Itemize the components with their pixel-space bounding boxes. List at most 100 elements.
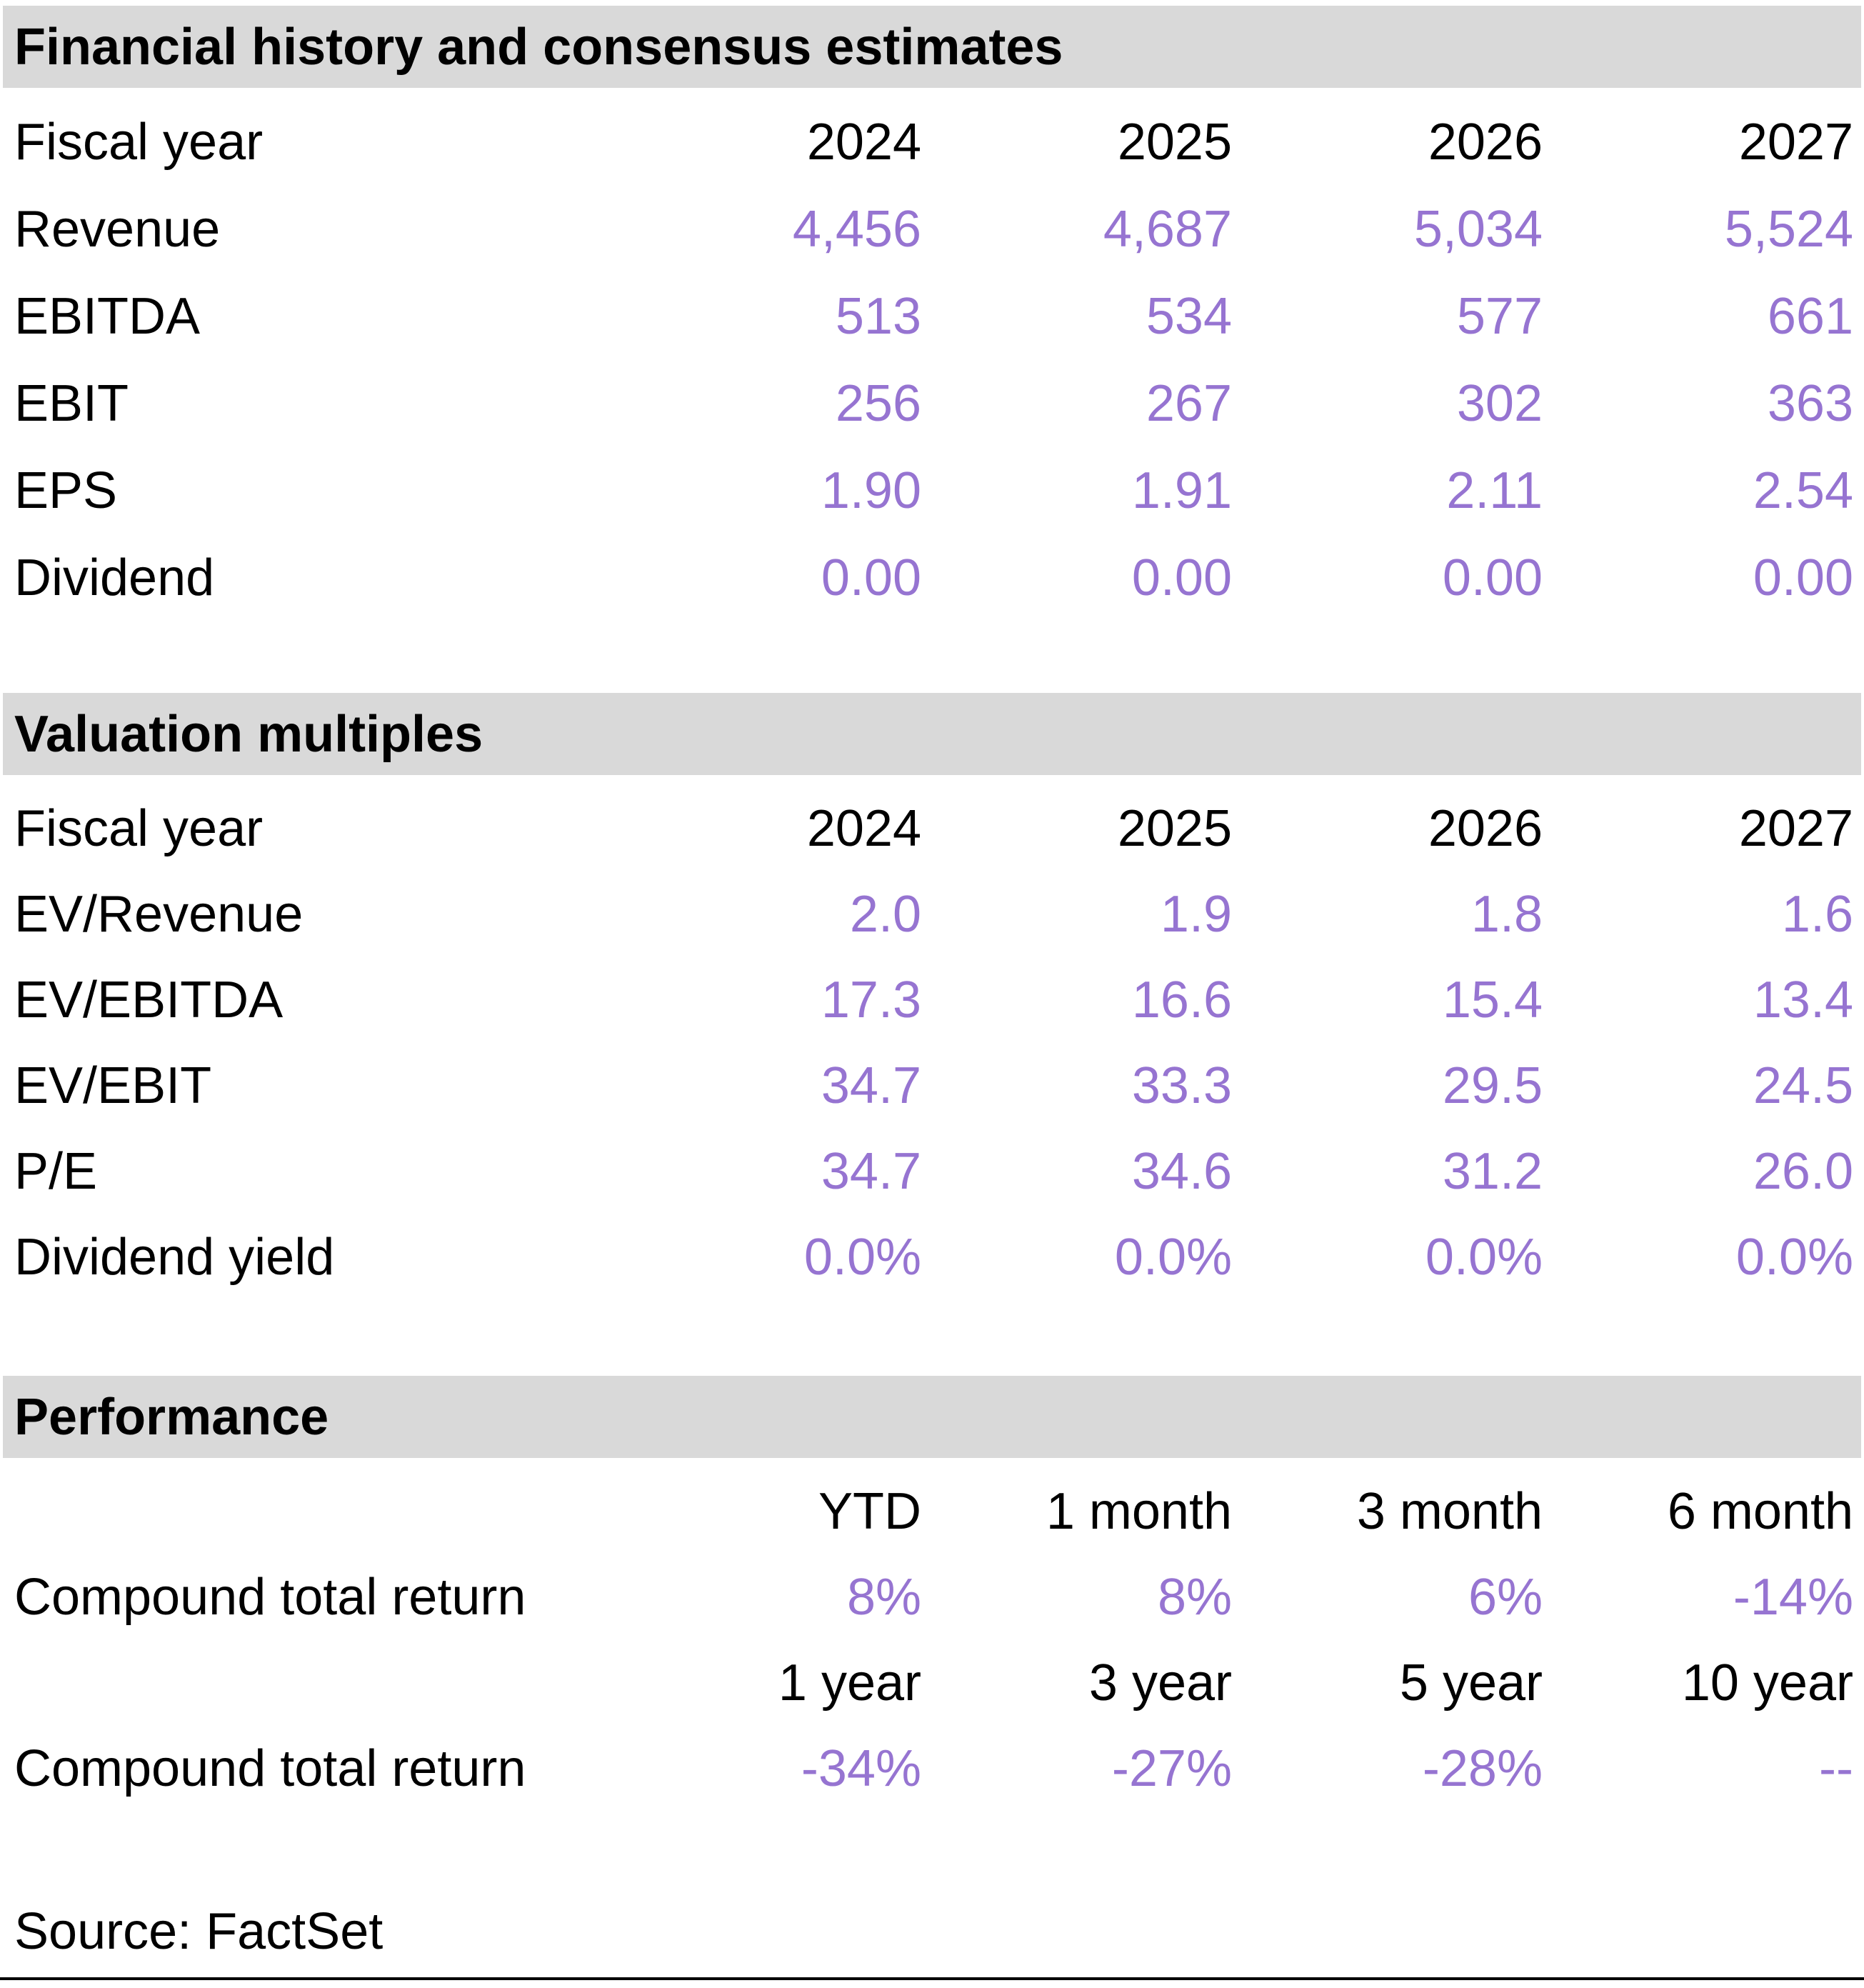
value-cell: 0.0% [1735,1229,1853,1286]
section-title: Performance [14,1388,329,1446]
row-label: EV/Revenue [14,886,304,943]
value-cell: 1.91 [1131,462,1232,519]
value-cell: 26.0 [1753,1143,1853,1200]
row-label: Compound total return [14,1569,526,1626]
column-header: 1 year [778,1654,921,1712]
value-cell: -34% [801,1740,921,1797]
row-label: Fiscal year [14,800,264,857]
row-label: EBIT [14,375,129,432]
column-header: 2026 [1428,114,1543,171]
value-cell: -27% [1111,1740,1232,1797]
value-cell: 2.0 [849,886,921,943]
table-row: EPS 1.90 1.91 2.11 2.54 [14,447,1853,534]
table-row: Compound total return -34% -27% -28% -- [14,1726,1853,1812]
value-cell: 5,524 [1724,201,1853,258]
value-cell: 0.00 [1442,549,1543,606]
bottom-rule [0,1977,1864,1980]
column-header: 1 month [1046,1483,1232,1540]
value-cell: 0.00 [821,549,921,606]
value-cell: 17.3 [821,971,921,1029]
row-label: EBITDA [14,288,201,345]
column-header: 6 month [1667,1483,1853,1540]
value-cell: 363 [1767,375,1853,432]
value-cell: 4,687 [1103,201,1232,258]
value-cell: 0.0% [1114,1229,1232,1286]
value-cell: 0.00 [1753,549,1853,606]
value-cell: 2.54 [1753,462,1853,519]
value-cell: 1.90 [821,462,921,519]
value-cell: 2.11 [1446,462,1543,519]
value-cell: 1.8 [1470,886,1543,943]
value-cell: -- [1819,1740,1853,1797]
value-cell: 1.6 [1781,886,1853,943]
value-cell: 513 [835,288,921,345]
value-cell: 16.6 [1131,971,1232,1029]
row-label: Dividend [14,549,215,606]
value-cell: 33.3 [1131,1057,1232,1114]
value-cell: 267 [1146,375,1232,432]
section-title: Financial history and consensus estimate… [14,18,1063,76]
financial-summary-page: Financial history and consensus estimate… [0,6,1864,1988]
table-row: EV/Revenue 2.0 1.9 1.8 1.6 [14,871,1853,957]
performance-table: YTD 1 month 3 month 6 month Compound tot… [0,1458,1864,1812]
table-row: Compound total return 8% 8% 6% -14% [14,1554,1853,1640]
value-cell: 6% [1468,1569,1543,1626]
value-cell: 29.5 [1442,1057,1543,1114]
value-cell: 34.6 [1131,1143,1232,1200]
table-row: Revenue 4,456 4,687 5,034 5,524 [14,186,1853,273]
row-label: Fiscal year [14,114,264,171]
value-cell: 302 [1456,375,1543,432]
value-cell: 577 [1456,288,1543,345]
value-cell: 8% [1157,1569,1232,1626]
value-cell: -28% [1422,1740,1543,1797]
row-label: Revenue [14,201,221,258]
column-header: 2026 [1428,800,1543,857]
value-cell: 34.7 [821,1057,921,1114]
column-header: 2025 [1117,800,1232,857]
row-label: EV/EBIT [14,1057,212,1114]
column-header: 2025 [1117,114,1232,171]
value-cell: 13.4 [1753,971,1853,1029]
table-row: EV/EBITDA 17.3 16.6 15.4 13.4 [14,957,1853,1043]
table-row: EV/EBIT 34.7 33.3 29.5 24.5 [14,1043,1853,1129]
value-cell: 8% [846,1569,921,1626]
column-header: 3 month [1356,1483,1543,1540]
column-header: 2027 [1738,114,1853,171]
table-header-row: 1 year 3 year 5 year 10 year [14,1640,1853,1726]
section-title: Valuation multiples [14,705,483,763]
table-row: EBITDA 513 534 577 661 [14,273,1853,360]
section-financial-history: Financial history and consensus estimate… [0,6,1864,621]
column-header: 2024 [806,114,921,171]
table-row: P/E 34.7 34.6 31.2 26.0 [14,1129,1853,1214]
value-cell: 1.9 [1160,886,1232,943]
column-header: 2024 [806,800,921,857]
value-cell: 0.00 [1131,549,1232,606]
row-label: P/E [14,1143,98,1200]
column-header: 5 year [1399,1654,1543,1712]
value-cell: 661 [1767,288,1853,345]
value-cell: -14% [1733,1569,1853,1626]
financial-history-table: Fiscal year 2024 2025 2026 2027 Revenue … [0,88,1864,621]
value-cell: 534 [1146,288,1232,345]
section-performance: Performance YTD 1 month 3 month 6 month … [0,1376,1864,1812]
value-cell: 24.5 [1753,1057,1853,1114]
value-cell: 15.4 [1442,971,1543,1029]
valuation-multiples-table: Fiscal year 2024 2025 2026 2027 EV/Reven… [0,775,1864,1300]
value-cell: 0.0% [803,1229,921,1286]
section-valuation-multiples: Valuation multiples Fiscal year 2024 202… [0,693,1864,1300]
column-header: 2027 [1738,800,1853,857]
column-header: 3 year [1088,1654,1232,1712]
section-title-bar: Valuation multiples [3,693,1861,775]
value-cell: 31.2 [1442,1143,1543,1200]
source-note: Source: FactSet [14,1903,384,1960]
row-label: Compound total return [14,1740,526,1797]
table-header-row: Fiscal year 2024 2025 2026 2027 [14,786,1853,871]
table-header-row: YTD 1 month 3 month 6 month [14,1469,1853,1554]
value-cell: 256 [835,375,921,432]
column-header: 10 year [1681,1654,1853,1712]
table-row: EBIT 256 267 302 363 [14,360,1853,447]
column-header: YTD [818,1483,921,1540]
value-cell: 0.0% [1425,1229,1543,1286]
value-cell: 5,034 [1413,201,1543,258]
row-label: EV/EBITDA [14,971,284,1029]
